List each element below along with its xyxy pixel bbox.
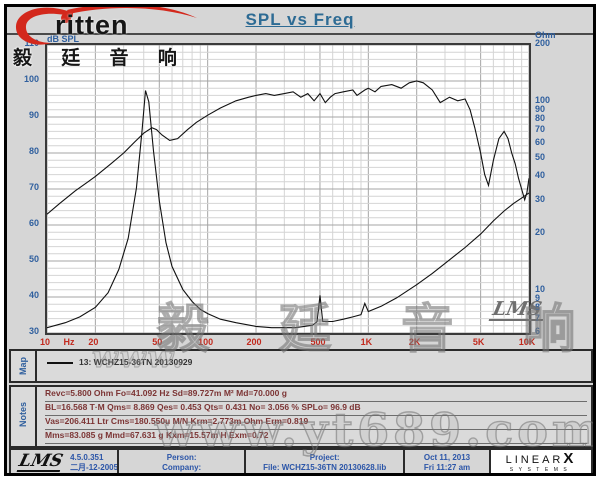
legend-line-marker bbox=[47, 361, 73, 364]
y-right-tick-label: 6 bbox=[535, 326, 541, 336]
right-axis-unit-label: Ohm bbox=[535, 30, 556, 40]
legend-row: 13: WCHZ15-36TN 20130929 bbox=[47, 357, 192, 367]
y-right-tick-label: 50 bbox=[535, 151, 546, 162]
logo-swoosh-icon bbox=[15, 7, 197, 45]
y-left-tick-label: 30 bbox=[28, 326, 39, 336]
y-left-tick-label: 40 bbox=[28, 290, 39, 300]
linearx-logo-cell: LINEAR X SYSTEMS bbox=[491, 450, 591, 473]
y-right-tick-label: 8 bbox=[535, 302, 541, 313]
note-line-2: BL=16.568 T·M Qms= 8.869 Qes= 0.453 Qts=… bbox=[45, 401, 587, 416]
footer-project-cell: Project: File: WCHZ15-36TN 20130628.lib bbox=[246, 450, 405, 473]
x-tick-label: 5K bbox=[472, 337, 485, 347]
left-axis-unit-label: dB SPL bbox=[47, 34, 80, 44]
legend-text: 13: WCHZ15-36TN 20130929 bbox=[79, 357, 193, 367]
y-right-tick-label: 7 bbox=[535, 313, 541, 324]
file-name: File: WCHZ15-36TN 20130628.lib bbox=[263, 462, 387, 472]
y-left-tick-label: 50 bbox=[28, 254, 39, 264]
x-tick-label: 100 bbox=[198, 337, 214, 347]
title-bar: SPL vs Freq bbox=[7, 7, 593, 35]
y-right-tick-label: 9 bbox=[535, 292, 541, 303]
lms-logo: LMS bbox=[16, 451, 65, 472]
x-tick-label: 20 bbox=[88, 337, 99, 347]
map-label: Map bbox=[18, 357, 28, 375]
y-left-tick-label: 90 bbox=[28, 110, 39, 120]
x-tick-label: 50 bbox=[152, 337, 163, 347]
y-right-tick-label: 10 bbox=[535, 284, 546, 295]
x-tick-label: 1K bbox=[360, 337, 373, 347]
company-label: Company: bbox=[162, 462, 202, 472]
map-panel: Map 13: WCHZ15-36TN 20130929 bbox=[9, 349, 593, 383]
app-date-cn: 二月-12-2005 bbox=[70, 462, 119, 472]
plot-area bbox=[45, 43, 531, 335]
note-line-1: Revc=5.800 Ohm Fo=41.092 Hz Sd=89.727m M… bbox=[45, 387, 587, 402]
x-tick-label: 10K bbox=[518, 337, 536, 347]
x-tick-label: 500 bbox=[310, 337, 326, 347]
brand-name: ritten bbox=[55, 10, 129, 40]
notes-content: Revc=5.800 Ohm Fo=41.092 Hz Sd=89.727m M… bbox=[37, 387, 591, 446]
x-axis-unit-label: Hz bbox=[63, 337, 75, 347]
person-label: Person: bbox=[166, 452, 197, 462]
brand-name-cn: 毅 廷 音 响 bbox=[13, 48, 189, 69]
y-right-tick-label: 100 bbox=[535, 94, 551, 105]
footer-version-cell: LMS 4.5.0.351 二月-12-2005 bbox=[11, 450, 119, 473]
linearx-x: X bbox=[563, 450, 577, 467]
notes-panel: Notes Revc=5.800 Ohm Fo=41.092 Hz Sd=89.… bbox=[9, 385, 593, 448]
linearx-sub: SYSTEMS bbox=[509, 466, 573, 473]
series-spl bbox=[47, 80, 529, 215]
linearx-name: LINEAR X bbox=[505, 450, 577, 467]
x-tick-label: 200 bbox=[246, 337, 262, 347]
x-tick-label: 10 bbox=[39, 337, 50, 347]
footer-bar: LMS 4.5.0.351 二月-12-2005 Person: Company… bbox=[9, 448, 593, 473]
x-tick-label: 2K bbox=[408, 337, 421, 347]
y-left-tick-label: 80 bbox=[28, 146, 39, 156]
map-label-cell: Map bbox=[11, 351, 37, 381]
note-line-4: Mms=83.085 g Mmd=67.631 g Kxm=15.57m H E… bbox=[45, 429, 587, 444]
y-right-tick-label: 30 bbox=[535, 193, 546, 204]
linearx-letters: LINEAR bbox=[505, 453, 564, 466]
notes-label: Notes bbox=[18, 401, 28, 427]
print-time: Fri 11:27 am bbox=[423, 462, 471, 472]
notes-label-cell: Notes bbox=[11, 387, 37, 446]
project-label: Project: bbox=[309, 452, 340, 462]
print-date: Oct 11, 2013 bbox=[423, 452, 471, 462]
y-right-tick-label: 60 bbox=[535, 136, 546, 147]
note-line-3: Vas=206.411 Ltr Cms=180.550u M/N Krm=2.7… bbox=[45, 415, 587, 430]
y-right-tick-label: 200 bbox=[535, 38, 551, 48]
y-right-tick-label: 90 bbox=[535, 103, 546, 114]
footer-person-cell: Person: Company: bbox=[119, 450, 247, 473]
y-right-tick-label: 80 bbox=[535, 113, 546, 124]
y-right-tick-label: 40 bbox=[535, 170, 546, 181]
brand-logo: ritten 毅 廷 音 响 bbox=[9, 7, 209, 71]
spl-impedance-chart bbox=[47, 45, 529, 333]
y-right-tick-label: 70 bbox=[535, 124, 546, 135]
y-left-tick-label: 60 bbox=[28, 218, 39, 228]
y-left-tick-label: 100 bbox=[23, 74, 39, 84]
app-version: 4.5.0.351 bbox=[70, 452, 104, 462]
chart-region: dB SPL Ohm LMS 毅 廷 音 响 www. 110100908070… bbox=[7, 31, 593, 376]
print-frame: SPL vs Freq dB SPL Ohm LMS 毅 廷 音 响 www. … bbox=[4, 4, 596, 476]
map-content: 13: WCHZ15-36TN 20130929 bbox=[37, 351, 591, 381]
series-impedance bbox=[47, 90, 529, 329]
y-left-tick-label: 70 bbox=[28, 182, 39, 192]
footer-datetime-cell: Oct 11, 2013 Fri 11:27 am bbox=[405, 450, 491, 473]
y-right-tick-label: 20 bbox=[535, 227, 546, 238]
page-title: SPL vs Freq bbox=[245, 10, 355, 29]
